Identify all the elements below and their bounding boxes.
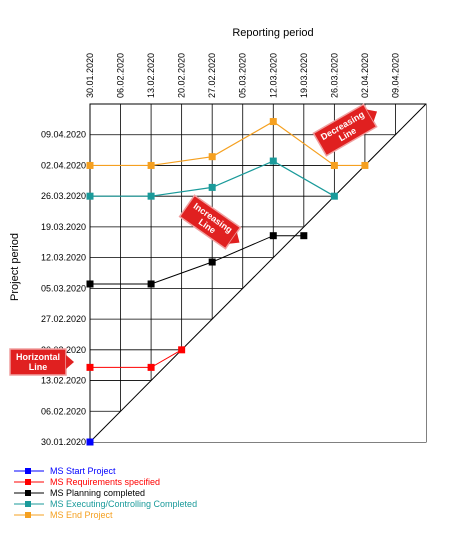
x-tick-label: 02.04.2020 [360,53,370,98]
callout-arrow [228,232,240,244]
y-tick-label: 05.03.2020 [41,283,86,293]
data-point [86,192,94,200]
legend-swatch-marker [25,479,31,485]
callout-label: Horizontal [16,352,60,362]
data-point [208,258,216,266]
legend-entry: MS Executing/Controlling Completed [50,499,197,509]
diagonal-line [89,103,427,443]
data-point [147,192,155,200]
grid [89,103,427,443]
callout-box [9,348,67,376]
data-point [269,232,277,240]
data-point [300,232,308,240]
callout-arrow [66,355,74,369]
x-tick-label: 20.02.2020 [177,53,187,98]
legend-entry: MS Start Project [50,466,116,476]
data-point [269,118,277,126]
legend-entry: MS End Project [50,510,113,520]
series-line [90,120,365,167]
y-tick-label: 12.03.2020 [41,253,86,263]
legend-swatch-marker [25,468,31,474]
y-tick-label: 09.04.2020 [41,130,86,140]
x-tick-labels: 30.01.2020 06.02.2020 13.02.2020 20.02.2020… [85,53,400,98]
x-tick-label: 09.04.2020 [390,53,400,98]
legend-swatch-marker [25,501,31,507]
legend-swatch-marker [25,490,31,496]
data-point [86,280,94,288]
y-tick-labels: 09.04.2020 02.04.2020 26.03.2020 19.03.2020… [41,130,86,447]
data-point [361,161,369,169]
data-point [330,192,338,200]
y-tick-label: 27.02.2020 [41,314,86,324]
data-point [330,161,338,169]
data-point [208,183,216,191]
y-tick-label: 19.03.2020 [41,222,86,232]
legend-entry: MS Planning completed [50,488,145,498]
x-tick-label: 30.01.2020 [85,53,95,98]
data-point [147,363,155,371]
y-tick-label: 13.02.2020 [41,376,86,386]
data-point [269,157,277,165]
series-lines [86,118,369,446]
x-tick-label: 26.03.2020 [329,53,339,98]
x-tick-label: 05.03.2020 [238,53,248,98]
x-tick-label: 13.02.2020 [146,53,156,98]
legend-entry: MS Requirements specified [50,477,160,487]
x-tick-label: 12.03.2020 [268,53,278,98]
y-tick-label: 02.04.2020 [41,160,86,170]
data-point [208,153,216,161]
callout-arrow [366,109,378,122]
y-tick-label: 06.02.2020 [41,406,86,416]
callout-label: Line [29,362,48,372]
x-axis-title: Reporting period [232,27,313,39]
y-tick-label: 30.01.2020 [41,437,86,447]
data-point [147,280,155,288]
legend-swatch-marker [25,512,31,518]
x-tick-label: 06.02.2020 [116,53,126,98]
data-point [86,438,94,446]
x-tick-label: 19.03.2020 [299,53,309,98]
x-tick-label: 27.02.2020 [207,53,217,98]
y-axis-title: Project period [9,233,21,301]
data-point [86,363,94,371]
data-point [147,161,155,169]
data-point [178,346,186,354]
data-point [86,161,94,169]
y-tick-label: 26.03.2020 [41,191,86,201]
